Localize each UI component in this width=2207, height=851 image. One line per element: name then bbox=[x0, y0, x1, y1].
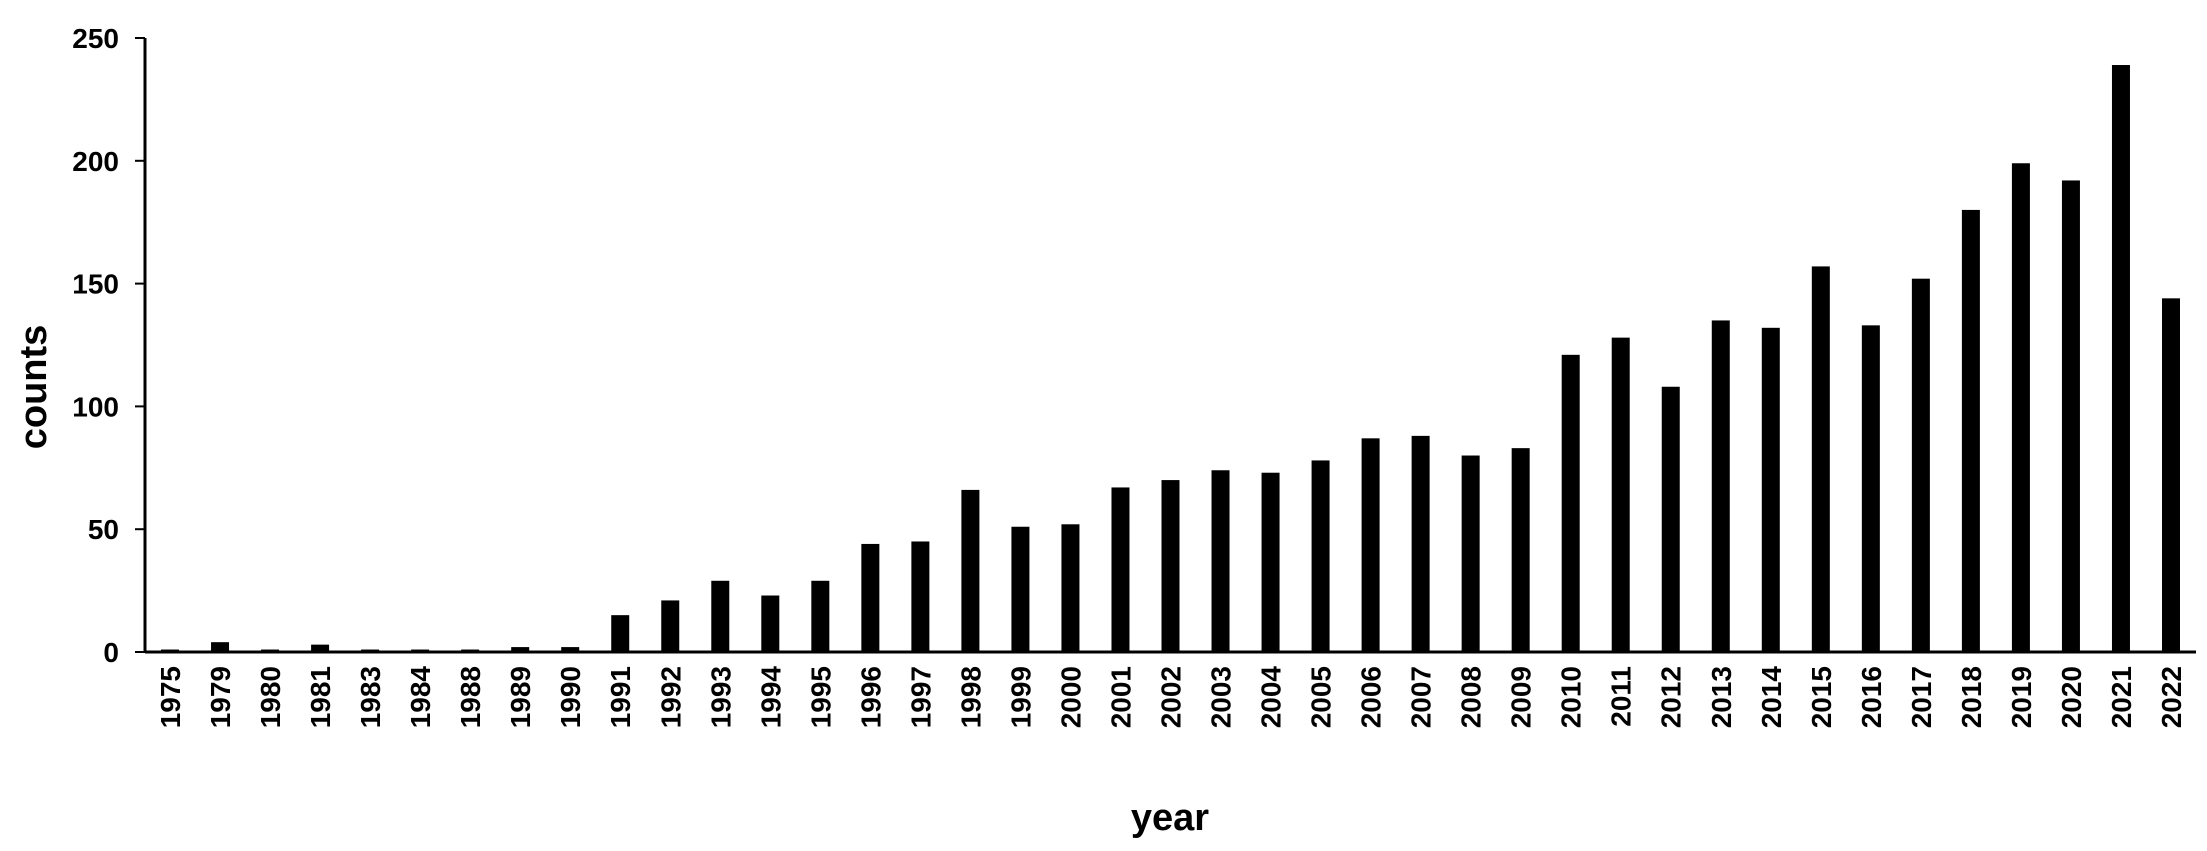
bar bbox=[1711, 320, 1730, 652]
bar bbox=[1411, 435, 1430, 652]
bar bbox=[1861, 325, 1880, 652]
x-tick-label: 2021 bbox=[2106, 666, 2137, 728]
bar bbox=[811, 580, 830, 652]
bar bbox=[1611, 337, 1630, 652]
y-axis-title: counts bbox=[13, 325, 55, 450]
bar bbox=[611, 615, 630, 652]
x-tick-label: 2006 bbox=[1356, 666, 1387, 728]
x-tick-label: 1996 bbox=[855, 666, 886, 728]
bar bbox=[1261, 472, 1280, 652]
bar bbox=[561, 647, 580, 652]
bar bbox=[1561, 354, 1580, 652]
x-tick-label: 2002 bbox=[1156, 666, 1187, 728]
x-tick-label: 1992 bbox=[655, 666, 686, 728]
bar bbox=[461, 649, 480, 652]
bar bbox=[2011, 163, 2030, 653]
bar bbox=[211, 642, 230, 652]
y-tick-label: 0 bbox=[103, 637, 119, 668]
bar bbox=[711, 580, 730, 652]
bar bbox=[1061, 524, 1080, 652]
x-tick-label: 2010 bbox=[1556, 666, 1587, 728]
bar bbox=[311, 644, 330, 652]
bar bbox=[1811, 266, 1830, 652]
x-tick-label: 1980 bbox=[255, 666, 286, 728]
x-tick-label: 1991 bbox=[605, 666, 636, 728]
bar bbox=[2111, 65, 2130, 653]
x-tick-label: 1994 bbox=[755, 666, 786, 729]
bar bbox=[361, 649, 380, 652]
x-tick-label: 1995 bbox=[805, 666, 836, 728]
x-tick-label: 1983 bbox=[355, 666, 386, 728]
x-tick-label: 2015 bbox=[1806, 666, 1837, 728]
x-tick-label: 1979 bbox=[205, 666, 236, 728]
bar bbox=[1461, 455, 1480, 652]
bar bbox=[961, 489, 980, 652]
x-tick-label: 1989 bbox=[505, 666, 536, 728]
bar bbox=[511, 647, 530, 652]
y-tick-label: 250 bbox=[72, 23, 119, 54]
bar bbox=[2161, 298, 2180, 652]
bar bbox=[1761, 327, 1780, 652]
x-tick-label: 1993 bbox=[705, 666, 736, 728]
bar bbox=[661, 600, 680, 652]
bar bbox=[411, 649, 430, 652]
y-tick-label: 100 bbox=[72, 391, 119, 422]
x-tick-label: 2022 bbox=[2156, 666, 2187, 728]
bar bbox=[761, 595, 780, 652]
x-tick-label: 1988 bbox=[455, 666, 486, 728]
x-tick-label: 2013 bbox=[1706, 666, 1737, 728]
bar bbox=[161, 649, 180, 652]
bar bbox=[1161, 480, 1180, 652]
x-tick-label: 1990 bbox=[555, 666, 586, 728]
x-tick-label: 2012 bbox=[1656, 666, 1687, 728]
bar bbox=[2061, 180, 2080, 652]
x-tick-label: 2000 bbox=[1055, 666, 1086, 728]
bar bbox=[1211, 470, 1230, 652]
x-tick-label: 2011 bbox=[1606, 666, 1637, 727]
bar bbox=[1511, 448, 1530, 652]
x-tick-label: 2004 bbox=[1256, 666, 1287, 729]
x-tick-label: 2001 bbox=[1105, 666, 1136, 728]
bar bbox=[861, 543, 880, 652]
y-tick-label: 50 bbox=[88, 514, 119, 545]
bar bbox=[1661, 386, 1680, 652]
x-tick-label: 1999 bbox=[1005, 666, 1036, 728]
bar bbox=[261, 649, 280, 652]
bar bbox=[1961, 209, 1980, 653]
bar bbox=[1311, 460, 1330, 652]
x-tick-label: 1975 bbox=[155, 666, 186, 728]
x-tick-label: 2020 bbox=[2056, 666, 2087, 728]
x-tick-label: 2019 bbox=[2006, 666, 2037, 728]
bar bbox=[1911, 278, 1930, 652]
x-tick-label: 2003 bbox=[1206, 666, 1237, 728]
y-tick-label: 150 bbox=[72, 269, 119, 300]
x-tick-label: 2008 bbox=[1456, 666, 1487, 728]
x-tick-label: 1984 bbox=[405, 666, 436, 729]
x-tick-label: 2018 bbox=[1956, 666, 1987, 728]
x-tick-label: 1997 bbox=[905, 666, 936, 728]
bar bbox=[1361, 438, 1380, 652]
x-tick-label: 2017 bbox=[1906, 666, 1937, 728]
x-tick-label: 2016 bbox=[1856, 666, 1887, 728]
x-tick-label: 2014 bbox=[1756, 666, 1787, 729]
x-tick-label: 2007 bbox=[1406, 666, 1437, 728]
x-tick-label: 2009 bbox=[1506, 666, 1537, 728]
x-tick-label: 1998 bbox=[955, 666, 986, 728]
bar bbox=[911, 541, 930, 652]
x-axis-title: year bbox=[1131, 797, 1209, 839]
bar bbox=[1011, 526, 1030, 652]
x-tick-label: 1981 bbox=[305, 666, 336, 728]
bar bbox=[1111, 487, 1130, 652]
x-tick-label: 2005 bbox=[1306, 666, 1337, 728]
y-tick-label: 200 bbox=[72, 146, 119, 177]
